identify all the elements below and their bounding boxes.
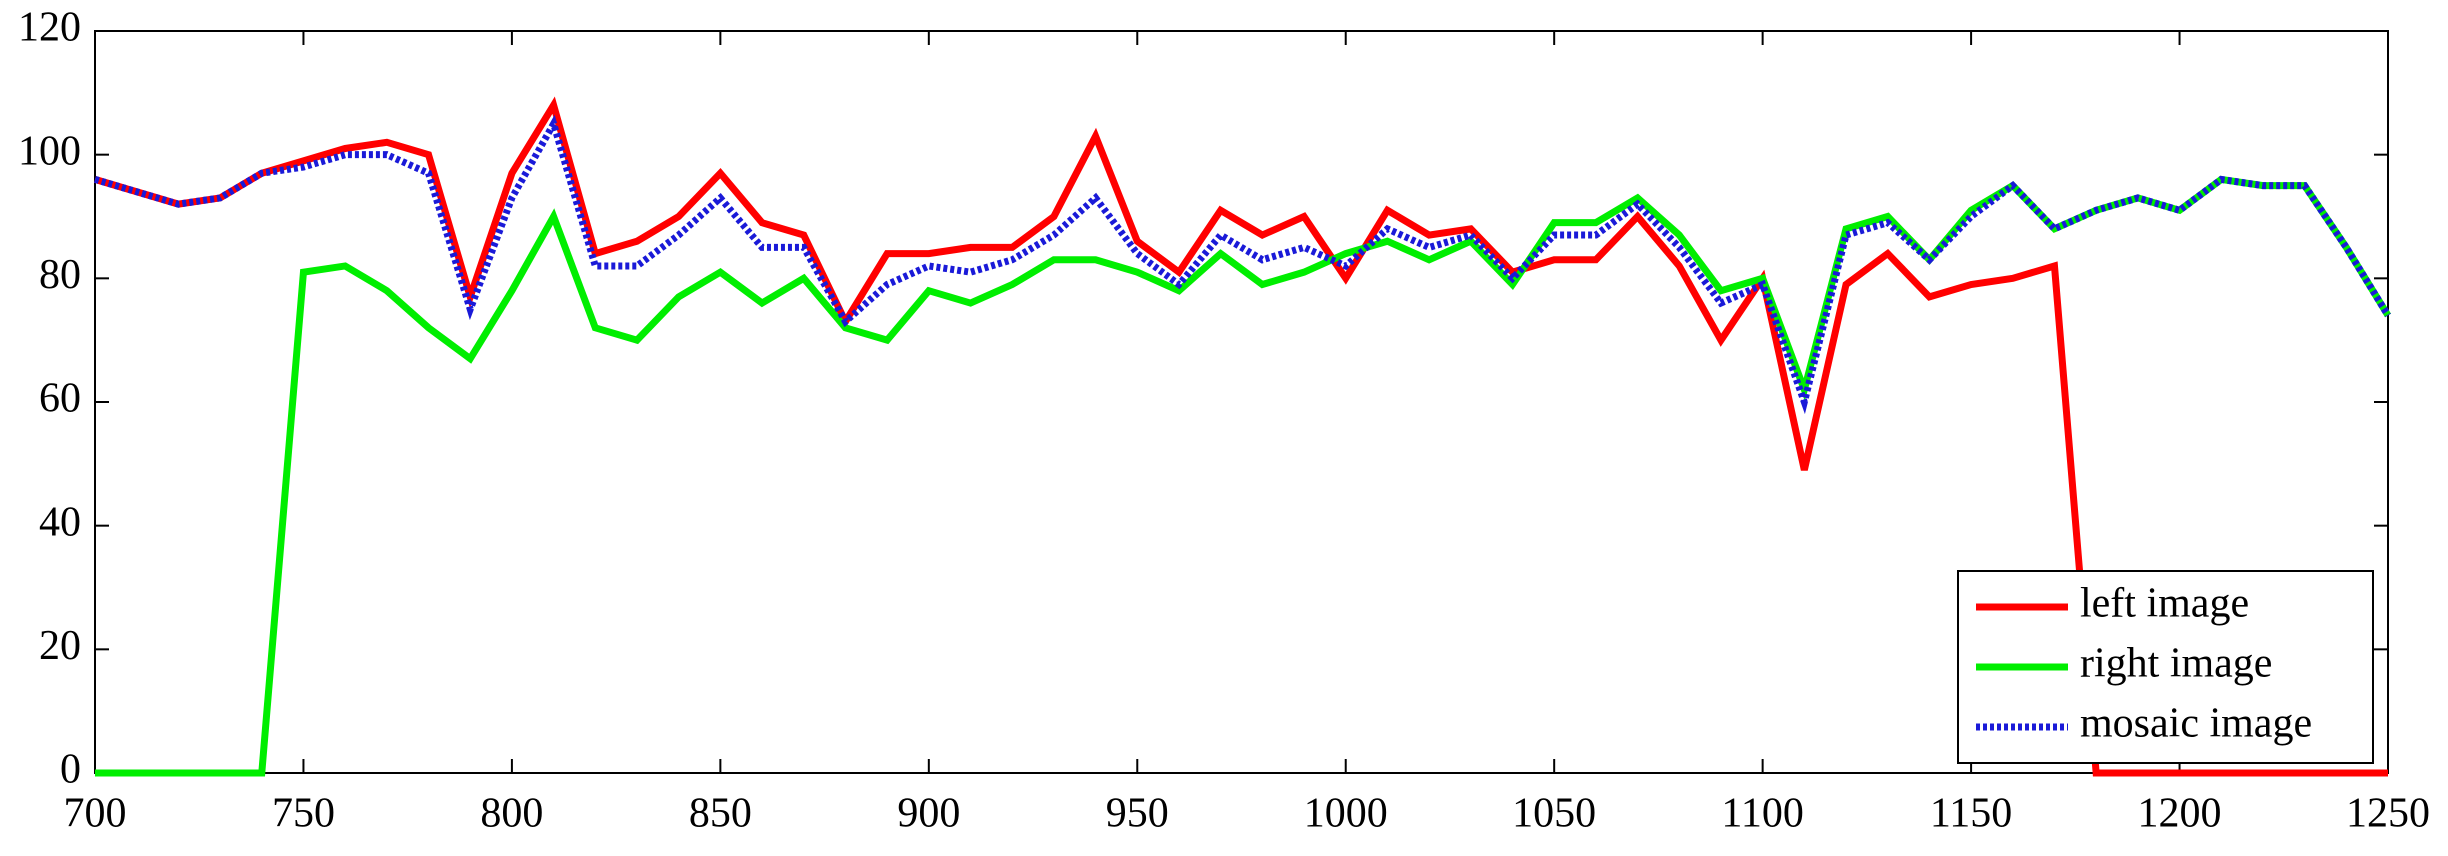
x-tick-label: 1150 [1930, 791, 2012, 837]
y-tick-label: 40 [39, 499, 81, 545]
x-tick-label: 900 [897, 791, 960, 837]
legend-label: right image [2080, 641, 2272, 687]
data-line [95, 175, 2391, 777]
data-line [94, 96, 2388, 777]
x-tick-label: 950 [1106, 791, 1169, 837]
y-tick-label: 120 [18, 5, 81, 51]
x-tick-label: 800 [480, 791, 543, 837]
y-tick-label: 20 [39, 623, 81, 669]
legend-label: mosaic image [2080, 701, 2312, 747]
x-tick-label: 700 [64, 791, 127, 837]
x-tick-label: 1100 [1721, 791, 1803, 837]
x-tick-label: 1050 [1512, 791, 1596, 837]
x-tick-label: 850 [689, 791, 752, 837]
y-tick-label: 100 [18, 128, 81, 174]
y-tick-label: 80 [39, 252, 81, 298]
x-tick-label: 1200 [2138, 791, 2222, 837]
y-tick-label: 60 [39, 376, 81, 422]
legend-label: left image [2080, 581, 2249, 627]
x-tick-label: 1250 [2346, 791, 2430, 837]
x-tick-label: 1000 [1304, 791, 1388, 837]
y-tick-label: 0 [60, 747, 81, 793]
data-line [94, 114, 2391, 415]
x-tick-label: 750 [272, 791, 335, 837]
